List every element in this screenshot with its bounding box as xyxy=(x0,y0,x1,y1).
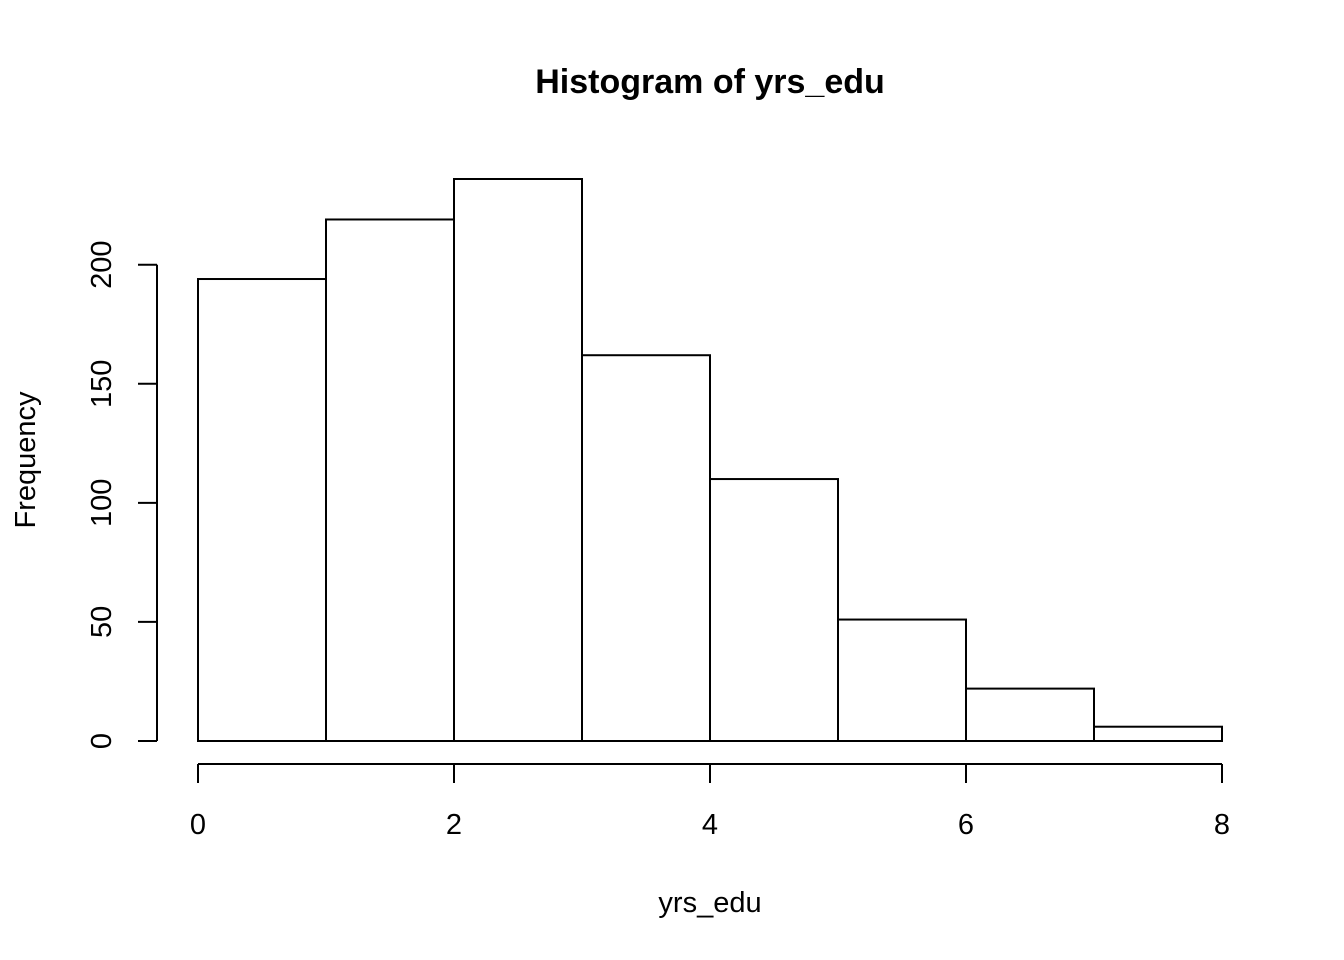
y-tick-label-50: 50 xyxy=(86,606,118,638)
x-tick-label-6: 6 xyxy=(958,809,974,841)
histogram-bar-1 xyxy=(325,218,455,743)
histogram-bar-0 xyxy=(197,278,327,742)
y-tick-label-200: 200 xyxy=(86,241,118,289)
chart-title: Histogram of yrs_edu xyxy=(535,63,885,101)
x-tick-label-8: 8 xyxy=(1214,809,1230,841)
bars-group xyxy=(197,178,1223,743)
x-tick-label-0: 0 xyxy=(190,809,206,841)
y-tick-label-0: 0 xyxy=(86,733,118,749)
x-axis-label: yrs_edu xyxy=(658,887,761,919)
x-axis: 0 2 4 6 8 xyxy=(190,763,1230,841)
histogram-bar-5 xyxy=(837,618,967,742)
histogram-bar-7 xyxy=(1093,725,1223,742)
histogram-bar-6 xyxy=(965,687,1095,742)
histogram-bar-3 xyxy=(581,354,711,742)
histogram-bar-4 xyxy=(709,478,839,742)
y-axis: 0 50 100 150 200 xyxy=(86,241,158,749)
histogram-bar-2 xyxy=(453,178,583,742)
x-tick-label-4: 4 xyxy=(702,809,718,841)
y-tick-label-150: 150 xyxy=(86,360,118,408)
y-axis-label: Frequency xyxy=(10,391,42,529)
x-tick-label-2: 2 xyxy=(446,809,462,841)
y-tick-label-100: 100 xyxy=(86,479,118,527)
